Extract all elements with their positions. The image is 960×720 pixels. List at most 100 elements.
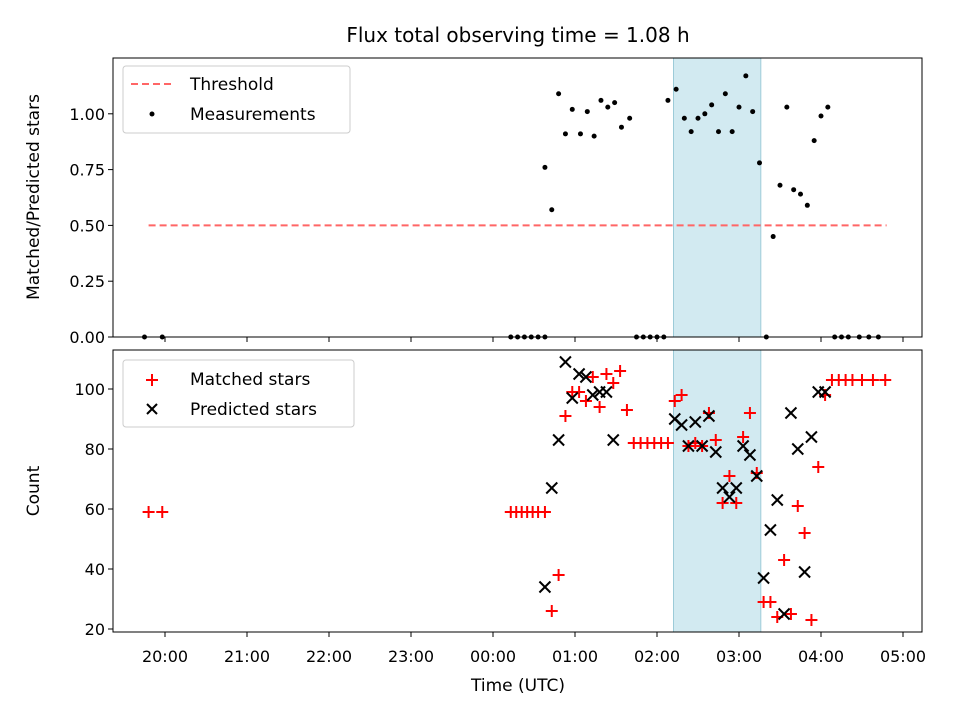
predicted-star-point xyxy=(538,580,552,594)
predicted-star-point xyxy=(689,415,702,429)
matched-star-point xyxy=(586,371,599,383)
bottom-legend: Matched stars Predicted stars xyxy=(122,359,355,428)
matched-star-point xyxy=(593,401,606,413)
measurement-point xyxy=(736,104,742,110)
legend-matched-swatch xyxy=(146,374,158,386)
predicted-star-point xyxy=(607,433,620,447)
predicted-star-point xyxy=(600,385,613,399)
matched-star-point xyxy=(716,497,729,509)
measurement-point xyxy=(584,109,590,115)
measurement-point xyxy=(542,164,548,170)
measurement-point xyxy=(716,129,721,135)
y-tick-label: 0.75 xyxy=(69,161,105,180)
measurement-point xyxy=(784,104,790,110)
predicted-star-point xyxy=(743,448,757,462)
measurement-point xyxy=(729,129,735,135)
x-axis-label: Time (UTC) xyxy=(470,676,565,696)
x-tick-label: 00:00 xyxy=(470,647,516,666)
measurement-point xyxy=(681,115,687,121)
predicted-star-point xyxy=(723,490,736,504)
predicted-star-point xyxy=(566,391,579,405)
predicted-star-point xyxy=(791,442,804,456)
predicted-star-point xyxy=(579,370,593,384)
predicted-star-point xyxy=(682,439,695,453)
predicted-star-point xyxy=(784,406,798,420)
x-tick-label: 03:00 xyxy=(716,647,762,666)
x-tick-label: 05:00 xyxy=(880,647,926,666)
predicted-star-point xyxy=(805,430,818,444)
predicted-star-point xyxy=(750,469,763,483)
chart-title: Flux total observing time = 1.08 h xyxy=(346,23,689,47)
x-tick-label: 04:00 xyxy=(798,647,844,666)
x-tick-label: 22:00 xyxy=(306,647,352,666)
measurement-point xyxy=(618,124,624,130)
matched-star-point xyxy=(156,506,169,518)
matched-star-point xyxy=(545,605,558,617)
legend-predicted-label: Predicted stars xyxy=(190,400,317,420)
predicted-star-point xyxy=(798,565,811,579)
matched-star-point xyxy=(579,395,592,407)
top-observed-region xyxy=(673,57,762,338)
measurement-point xyxy=(665,97,671,103)
y-tick-label: 100 xyxy=(74,380,105,399)
predicted-star-point xyxy=(818,385,832,399)
measurement-point xyxy=(562,131,568,137)
measurement-point xyxy=(798,191,803,197)
predicted-star-point xyxy=(702,409,716,423)
legend-threshold-label: Threshold xyxy=(189,75,274,95)
predicted-star-point xyxy=(757,571,770,585)
y-tick-label: 40 xyxy=(85,560,105,579)
measurement-point xyxy=(556,91,562,97)
bottom-x-axis: 20:00 21:00 22:00 23:00 00:00 01:00 02:00 03:00… xyxy=(142,632,926,666)
matched-star-point xyxy=(764,596,777,608)
legend-measurements-label: Measurements xyxy=(190,105,316,125)
matched-star-point xyxy=(866,374,879,386)
measurement-point xyxy=(627,115,633,121)
measurement-point xyxy=(777,182,783,188)
measurement-point xyxy=(695,115,701,121)
matched-star-point xyxy=(784,608,797,620)
matched-star-point xyxy=(661,437,674,449)
matched-star-point xyxy=(538,506,551,518)
matched-star-point xyxy=(607,377,620,389)
y-tick-label: 60 xyxy=(85,500,105,519)
predicted-star-point xyxy=(771,493,784,507)
y-tick-label: 0.25 xyxy=(69,272,105,291)
top-panel: 0.00 0.25 0.50 0.75 1.00 Matched/Predicted s… xyxy=(24,57,923,347)
matched-star-point xyxy=(552,569,565,581)
top-y-axis: 0.00 0.25 0.50 0.75 1.00 xyxy=(69,105,113,347)
measurement-point xyxy=(825,104,831,110)
bottom-panel: 20 40 60 80 100 20:00 21:00 22:00 23:00 00:00 01:… xyxy=(24,349,926,696)
matched-star-point xyxy=(798,527,811,539)
matched-star-point xyxy=(614,365,627,377)
matched-star-point xyxy=(709,434,722,446)
y-tick-label: 20 xyxy=(85,620,105,639)
matched-star-point xyxy=(600,368,613,380)
legend-matched-label: Matched stars xyxy=(190,370,310,390)
legend-measurements-swatch xyxy=(149,111,155,117)
bottom-observed-region xyxy=(673,349,762,633)
measurement-point xyxy=(750,109,756,115)
matched-star-point xyxy=(805,614,818,626)
x-tick-label: 23:00 xyxy=(388,647,434,666)
predicted-star-point xyxy=(545,481,558,495)
legend-predicted-swatch xyxy=(146,403,158,415)
predicted-star-point xyxy=(675,418,688,432)
predicted-star-point xyxy=(736,439,750,453)
x-tick-label: 01:00 xyxy=(552,647,598,666)
measurement-point xyxy=(605,104,611,110)
measurement-point xyxy=(673,86,679,92)
top-legend: Threshold Measurements xyxy=(122,65,351,134)
measurement-point xyxy=(811,138,817,144)
measurement-point xyxy=(702,111,708,117)
y-tick-label: 0.00 xyxy=(69,328,105,347)
bottom-y-axis-label: Count xyxy=(24,465,44,516)
measurement-point xyxy=(549,207,555,213)
predicted-star-point xyxy=(559,355,572,369)
matched-star-point xyxy=(879,374,892,386)
measurement-point xyxy=(770,234,776,240)
predicted-star-point xyxy=(709,445,722,459)
predicted-star-point xyxy=(777,607,791,621)
measurement-point xyxy=(569,106,575,112)
